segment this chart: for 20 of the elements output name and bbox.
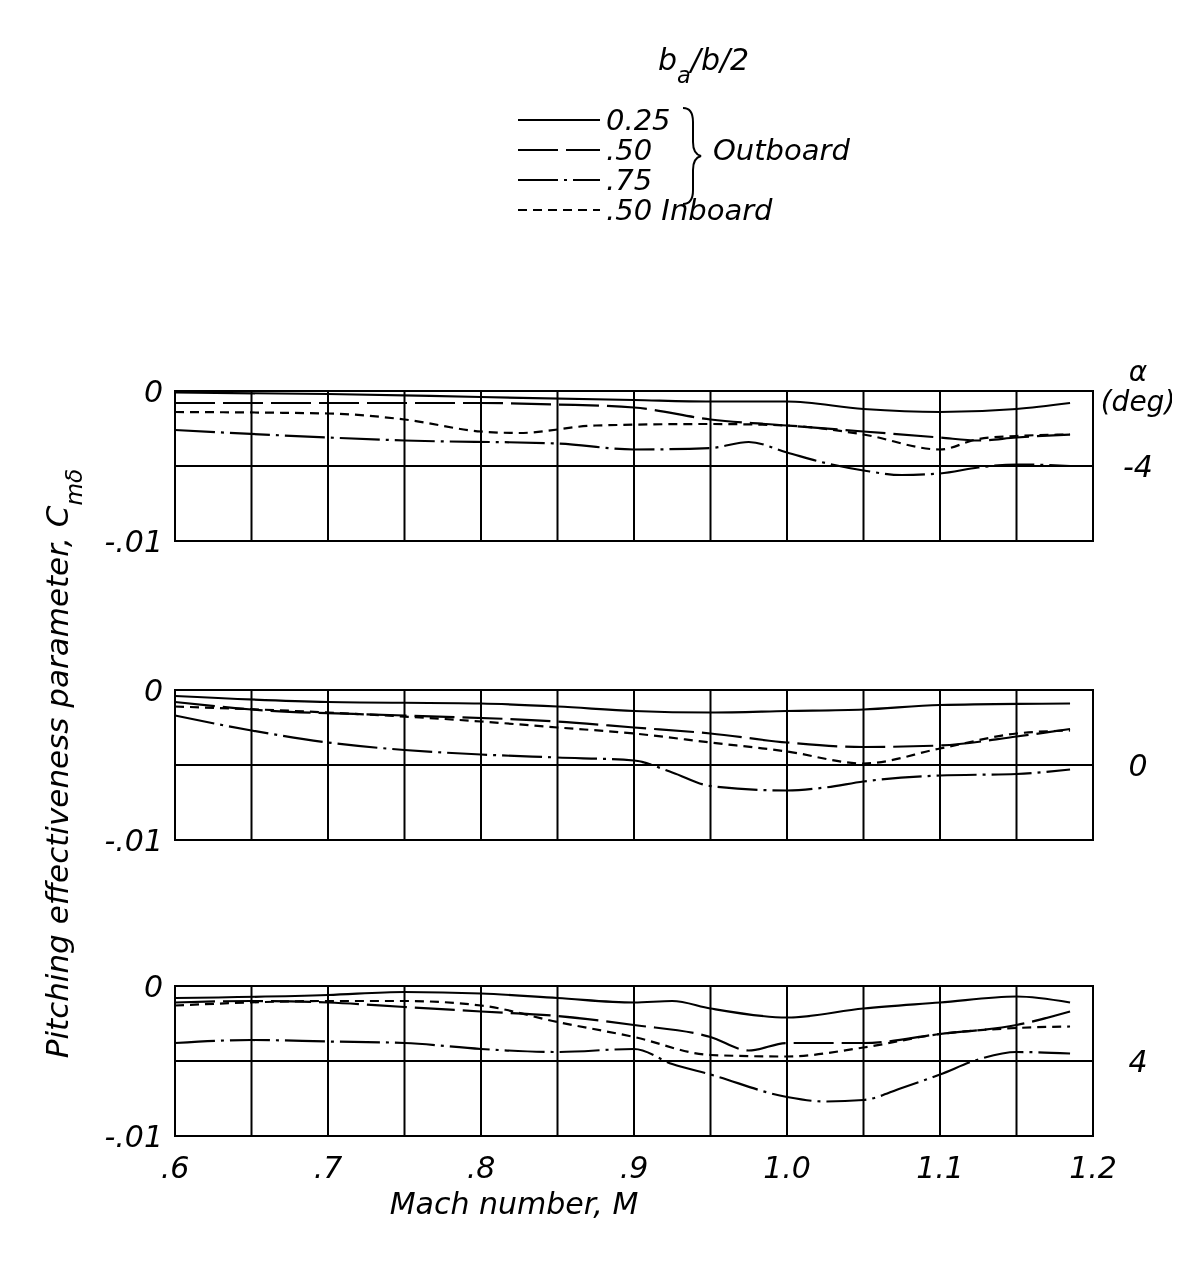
y-tick-label: 0 <box>143 672 163 708</box>
text: -4 <box>1123 448 1153 484</box>
y2-axis-title: α (deg) <box>1100 355 1176 418</box>
x-tick-label: .7 <box>313 1150 343 1185</box>
y-tick-label: 0 <box>143 968 163 1004</box>
x-tick-label: .8 <box>466 1150 496 1185</box>
x-tick-label: 1.0 <box>763 1150 811 1185</box>
text: 0 <box>1128 747 1148 783</box>
x-tick-label: 1.1 <box>916 1150 964 1185</box>
text: 4 <box>1128 1043 1148 1079</box>
text: Outboard <box>713 133 851 168</box>
y-tick-label: -.01 <box>104 822 163 858</box>
x-tick-label: .6 <box>160 1150 190 1185</box>
y-tick-label: 0 <box>143 373 163 409</box>
x-axis-title: Mach number, M <box>389 1186 639 1221</box>
x-tick-label: .9 <box>619 1150 649 1185</box>
legend-title: b$_{a}$/b/2 <box>658 42 750 88</box>
y-tick-label: -.01 <box>104 1118 163 1154</box>
x-tick-label: 1.2 <box>1069 1150 1117 1185</box>
y-tick-label: -.01 <box>104 523 163 559</box>
